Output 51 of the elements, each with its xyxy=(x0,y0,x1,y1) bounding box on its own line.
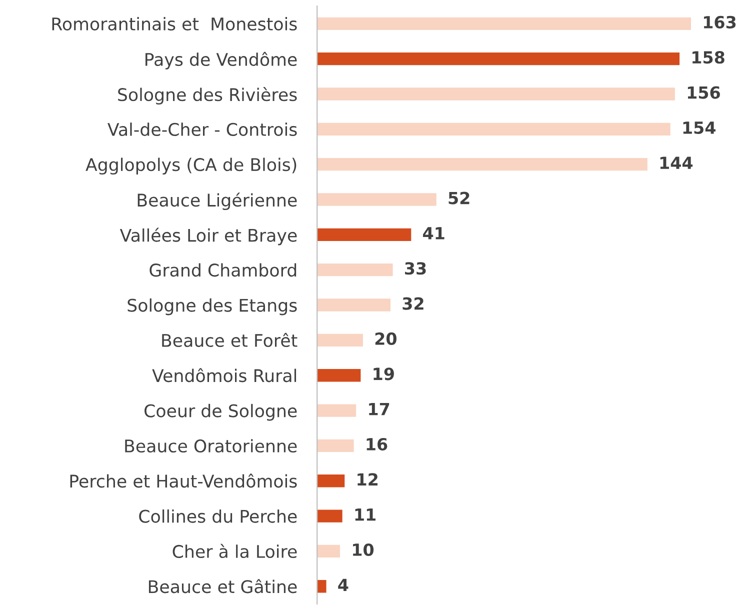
y-tick-label: Collines du Perche xyxy=(139,509,297,523)
bar xyxy=(317,158,648,171)
bar xyxy=(317,404,356,417)
y-tick-label: Val-de-Cher - Controis xyxy=(108,122,297,136)
y-tick-label: Beauce et Forêt xyxy=(162,332,298,348)
data-label: 163 xyxy=(704,16,736,28)
y-tick-label: Vendômois Rural xyxy=(152,368,296,382)
bar xyxy=(317,510,342,522)
bar xyxy=(317,193,436,206)
data-label: 16 xyxy=(366,438,388,451)
data-label: 144 xyxy=(660,156,693,169)
bar xyxy=(317,264,393,276)
bar xyxy=(317,17,692,30)
bar xyxy=(317,439,354,452)
y-tick-label: Pays de Vendôme xyxy=(146,52,297,70)
bar xyxy=(317,228,412,242)
bar xyxy=(317,298,391,312)
data-label: 154 xyxy=(683,122,716,134)
bar xyxy=(317,580,326,593)
y-tick-label: Beauce Ligérienne xyxy=(138,192,297,210)
y-tick-label: Coeur de Sologne xyxy=(144,404,297,421)
data-label: 158 xyxy=(692,51,724,64)
data-label: 52 xyxy=(448,192,470,204)
data-label: 32 xyxy=(402,297,424,310)
data-label: 156 xyxy=(688,86,720,99)
data-label: 12 xyxy=(358,473,378,486)
bar xyxy=(317,52,680,66)
y-tick-label: Beauce Oratorienne xyxy=(125,439,297,453)
bar xyxy=(317,122,670,136)
y-tick-label: Beauce et Gâtine xyxy=(148,579,297,594)
bar xyxy=(317,369,361,382)
bar xyxy=(317,544,340,558)
bar xyxy=(317,88,675,100)
y-tick-label: Agglopolys (CA de Blois) xyxy=(86,158,296,175)
data-label: 20 xyxy=(375,332,396,346)
data-label: 17 xyxy=(369,402,390,416)
data-label: 41 xyxy=(423,227,444,240)
y-tick-label: Sologne des Etangs xyxy=(128,298,297,316)
y-tick-label: Grand Chambord xyxy=(150,263,296,277)
data-label: 4 xyxy=(338,578,348,591)
bar xyxy=(317,474,345,488)
data-label: 11 xyxy=(355,508,376,521)
y-tick-label: Romorantinais et Monestois xyxy=(52,17,297,30)
y-tick-label: Sologne des Rivières xyxy=(118,87,297,105)
data-label: 33 xyxy=(405,262,426,275)
y-tick-label: Cher à la Loire xyxy=(172,544,297,558)
y-tick-label: Perche et Haut-Vendômois xyxy=(70,474,297,488)
bar xyxy=(317,334,363,347)
y-tick-label: Vallées Loir et Braye xyxy=(120,228,297,246)
data-label: 19 xyxy=(374,368,394,380)
data-label: 10 xyxy=(353,543,374,556)
